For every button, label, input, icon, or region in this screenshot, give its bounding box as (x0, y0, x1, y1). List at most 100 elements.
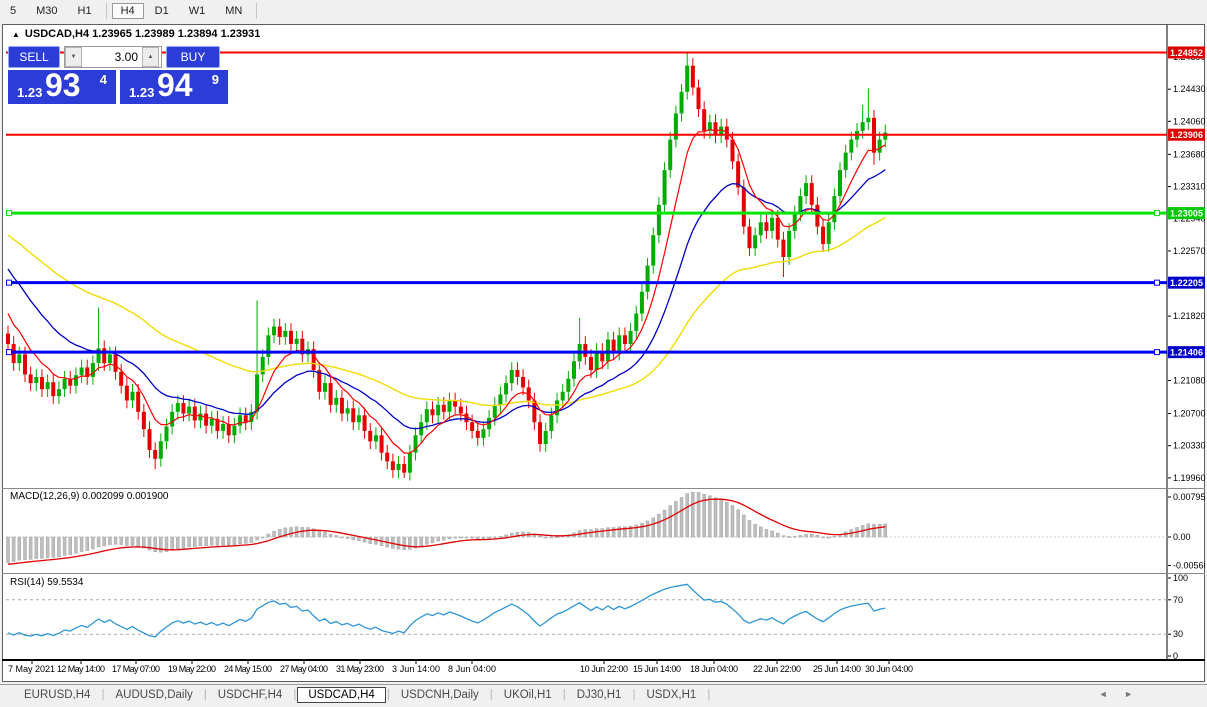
buy-price-prefix: 1.23 (129, 85, 155, 100)
svg-text:1.23005: 1.23005 (1170, 209, 1203, 219)
svg-text:17 May 07:00: 17 May 07:00 (112, 664, 160, 674)
tab-divider: | (293, 688, 297, 701)
volume-increase-button[interactable]: ▲ (142, 47, 159, 67)
timeframe-button-w1[interactable]: W1 (188, 5, 206, 17)
svg-text:31 May 23:00: 31 May 23:00 (336, 664, 384, 674)
sell-price-pip: 4 (99, 72, 107, 87)
toolbar-separator (105, 3, 107, 19)
toolbar-separator (256, 3, 258, 19)
svg-text:1.23906: 1.23906 (1170, 130, 1203, 140)
volume-input[interactable] (82, 47, 142, 67)
svg-text:-0.00566: -0.00566 (1173, 561, 1205, 571)
buy-price-big: 94 (157, 67, 193, 103)
svg-text:18 Jun 04:00: 18 Jun 04:00 (690, 664, 738, 674)
sell-price-big: 93 (45, 67, 81, 103)
svg-text:27 May 04:00: 27 May 04:00 (280, 664, 328, 674)
tab-divider: | (203, 688, 207, 701)
svg-text:1.21080: 1.21080 (1173, 375, 1205, 385)
sell-price-tile[interactable]: 1.23 93 4 (8, 67, 116, 104)
svg-text:30: 30 (1173, 629, 1183, 639)
sell-button[interactable]: SELL (8, 46, 60, 68)
svg-text:1.20700: 1.20700 (1173, 409, 1205, 419)
svg-text:1.24430: 1.24430 (1173, 84, 1205, 94)
symbol-ohlc-text: USDCAD,H4 1.23965 1.23989 1.23894 1.2393… (24, 28, 261, 40)
volume-stepper: ▼ ▲ (64, 46, 162, 68)
tabs-scroll-left-icon[interactable]: ◄ (1098, 689, 1108, 699)
macd-pane (6, 491, 1167, 565)
timeframe-button-m30[interactable]: M30 (36, 5, 58, 17)
tab-divider: | (386, 688, 390, 701)
tab-divider: | (707, 688, 711, 701)
svg-text:0.00: 0.00 (1173, 532, 1191, 542)
svg-text:1.22205: 1.22205 (1170, 278, 1203, 288)
tab-scroll-arrows: ◄ ► (1085, 689, 1133, 699)
timeframe-button-h4[interactable]: H4 (111, 3, 144, 19)
tab-audusd-daily[interactable]: AUDUSD,Daily (115, 688, 193, 701)
svg-text:7 May 2021: 7 May 2021 (8, 664, 55, 674)
svg-text:1.21820: 1.21820 (1173, 311, 1205, 321)
svg-text:25 Jun 14:00: 25 Jun 14:00 (813, 664, 861, 674)
macd-indicator-label: MACD(12,26,9) 0.002099 0.001900 (10, 491, 169, 502)
svg-text:30 Jun 04:00: 30 Jun 04:00 (865, 664, 913, 674)
svg-text:0: 0 (1173, 651, 1178, 661)
svg-text:1.24060: 1.24060 (1173, 116, 1205, 126)
svg-text:1.19960: 1.19960 (1173, 473, 1205, 483)
chart-tabs: EURUSD,H4 | AUDUSD,Daily | USDCHF,H4 | USDCAD,… (0, 685, 1207, 704)
tab-divider: | (489, 688, 493, 701)
up-arrow-icon: ▲ (147, 54, 154, 60)
svg-text:3 Jun 14:00: 3 Jun 14:00 (392, 664, 440, 674)
svg-text:24 May 15:00: 24 May 15:00 (224, 664, 272, 674)
svg-text:1.23680: 1.23680 (1173, 149, 1205, 159)
volume-decrease-button[interactable]: ▼ (65, 47, 82, 67)
timeframe-toolbar: 5 M30 H1 H4 D1 W1 MN (0, 0, 1207, 22)
status-bar (0, 703, 1207, 707)
svg-text:10 Jun 22:00: 10 Jun 22:00 (580, 664, 628, 674)
svg-text:1.22570: 1.22570 (1173, 246, 1205, 256)
svg-text:22 Jun 22:00: 22 Jun 22:00 (753, 664, 801, 674)
rsi-indicator-label: RSI(14) 59.5534 (10, 577, 84, 588)
down-arrow-icon: ▼ (70, 54, 77, 60)
chart-window: 1.248001.244301.240601.236801.233101.229… (2, 24, 1205, 682)
tab-divider: | (632, 688, 636, 701)
one-click-trading-panel: SELL ▼ ▲ BUY 1.23 93 4 1.23 94 9 (8, 46, 232, 104)
buy-price-tile[interactable]: 1.23 94 9 (120, 67, 228, 104)
svg-text:0.007959: 0.007959 (1173, 492, 1205, 502)
chart-canvas: 1.248001.244301.240601.236801.233101.229… (2, 24, 1205, 682)
tab-dj30-h1[interactable]: DJ30,H1 (576, 688, 622, 701)
tab-usdchf-h4[interactable]: USDCHF,H4 (217, 688, 283, 701)
svg-text:15 Jun 14:00: 15 Jun 14:00 (633, 664, 681, 674)
svg-text:8 Jun 04:00: 8 Jun 04:00 (448, 664, 496, 674)
svg-text:70: 70 (1173, 595, 1183, 605)
tab-divider: | (101, 688, 105, 701)
svg-text:1.23310: 1.23310 (1173, 182, 1205, 192)
candlesticks (6, 52, 888, 481)
timeframe-button-mn[interactable]: MN (225, 5, 243, 17)
timeframe-button-d1[interactable]: D1 (154, 5, 169, 17)
collapse-triangle-icon: ▲ (12, 30, 20, 39)
timeframe-button-h1[interactable]: H1 (77, 5, 92, 17)
tab-divider: | (562, 688, 566, 701)
tab-usdcad-h4[interactable]: USDCAD,H4 (297, 686, 386, 703)
svg-text:1.24852: 1.24852 (1170, 48, 1203, 58)
horizontal-line-objects[interactable] (6, 51, 1167, 356)
moving-averages (7, 128, 886, 454)
tab-usdx-h1[interactable]: USDX,H1 (646, 688, 697, 701)
tab-eurusd-h4[interactable]: EURUSD,H4 (24, 688, 91, 701)
svg-text:1.21406: 1.21406 (1170, 348, 1203, 358)
sell-price-prefix: 1.23 (17, 85, 43, 100)
tab-ukoil-h1[interactable]: UKOil,H1 (503, 688, 552, 701)
svg-text:100: 100 (1173, 573, 1188, 583)
svg-text:12 May 14:00: 12 May 14:00 (57, 664, 105, 674)
chart-tab-bar: EURUSD,H4 | AUDUSD,Daily | USDCHF,H4 | USDCAD,… (0, 684, 1207, 704)
tabs-scroll-right-icon[interactable]: ► (1124, 689, 1133, 699)
svg-text:1.20330: 1.20330 (1173, 441, 1205, 451)
time-axis: 7 May 2021 12 May 14:00 17 May 07:00 19 May… (8, 660, 913, 674)
tab-usdcnh-daily[interactable]: USDCNH,Daily (400, 688, 479, 701)
timeframe-button-5[interactable]: 5 (10, 5, 17, 17)
buy-price-pip: 9 (211, 72, 219, 87)
chart-ohlc-info: ▲ USDCAD,H4 1.23965 1.23989 1.23894 1.239… (12, 28, 260, 40)
buy-button[interactable]: BUY (166, 46, 220, 68)
svg-text:19 May 22:00: 19 May 22:00 (168, 664, 216, 674)
rsi-pane (6, 583, 1167, 638)
price-axis: 1.248001.244301.240601.236801.233101.229… (1168, 46, 1205, 661)
